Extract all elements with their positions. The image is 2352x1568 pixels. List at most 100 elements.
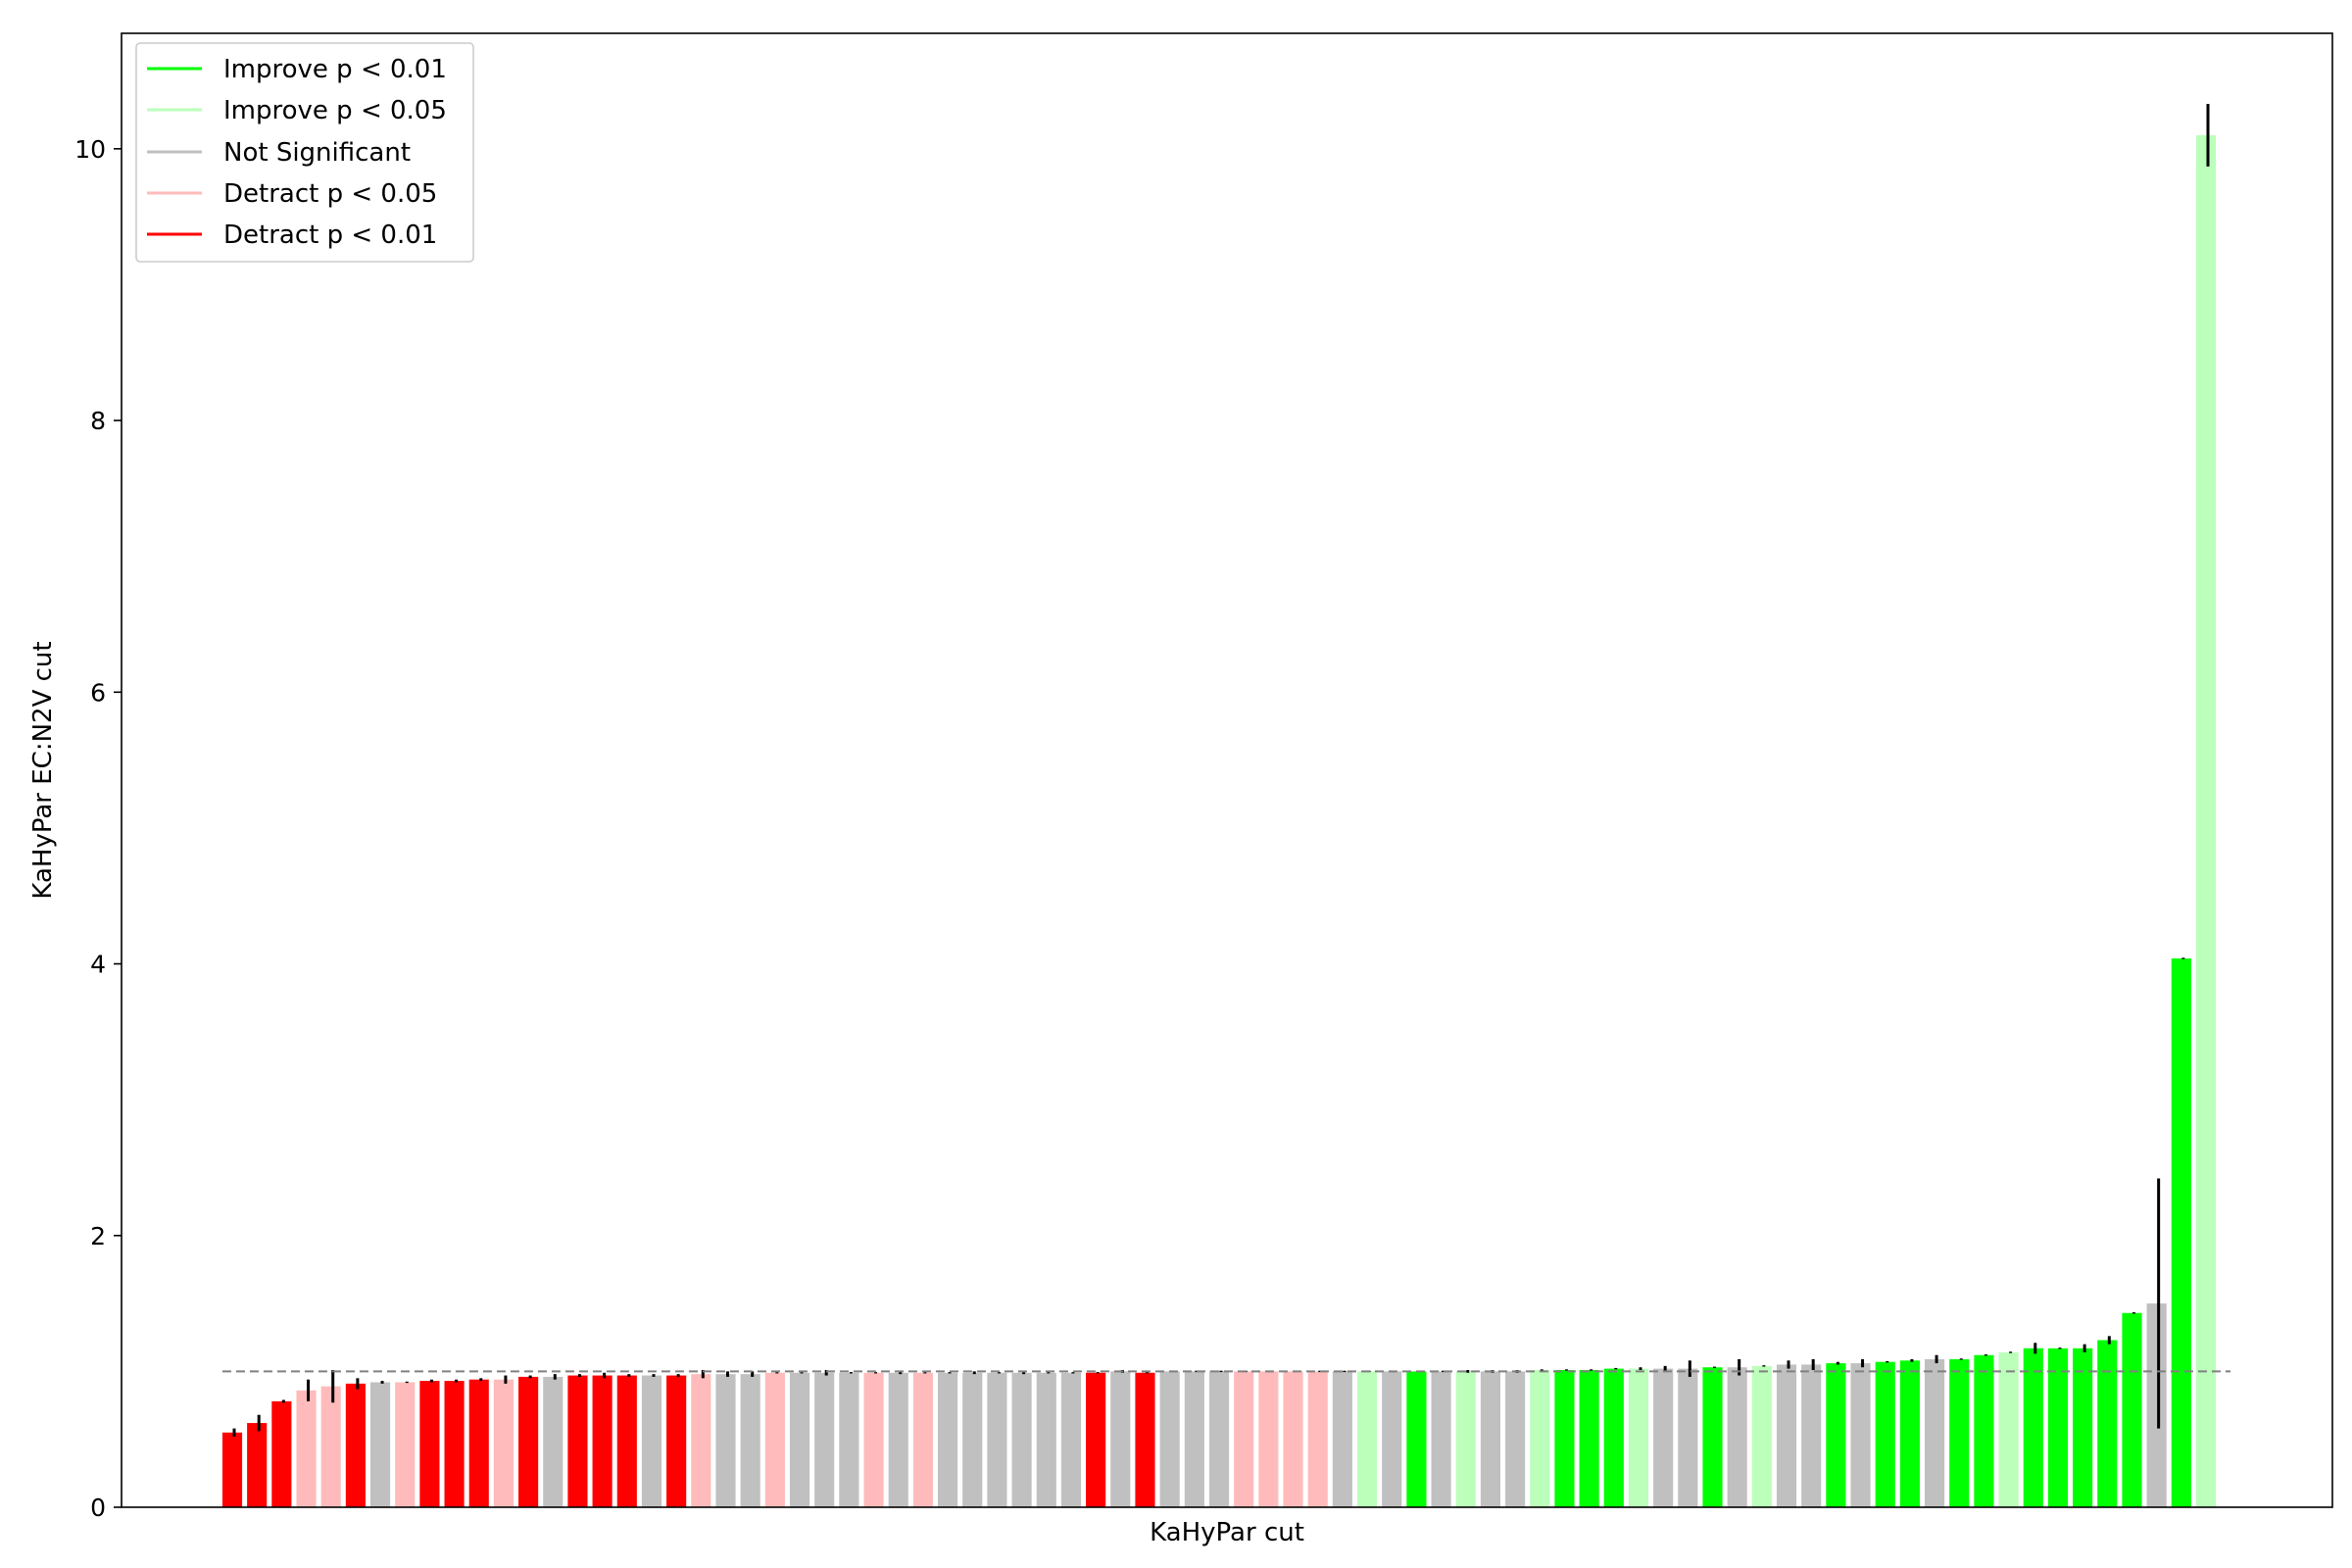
bar bbox=[2171, 957, 2191, 1507]
bar bbox=[2195, 134, 2217, 1508]
bar bbox=[1751, 1365, 1772, 1507]
bar bbox=[1850, 1363, 1871, 1507]
bar bbox=[1208, 1371, 1230, 1507]
bar bbox=[2023, 1348, 2043, 1507]
bar bbox=[1727, 1367, 1747, 1507]
y-tick-label: 0 bbox=[90, 1494, 106, 1522]
bar bbox=[1135, 1372, 1155, 1507]
bar bbox=[518, 1376, 539, 1507]
legend-entry-detract-05: Detract p < 0.05 bbox=[147, 179, 437, 209]
bar bbox=[1801, 1364, 1822, 1507]
bar bbox=[543, 1376, 564, 1507]
bar bbox=[1974, 1354, 1994, 1507]
bar bbox=[1554, 1370, 1575, 1507]
bar bbox=[1110, 1371, 1131, 1507]
legend-label: Improve p < 0.05 bbox=[223, 96, 447, 125]
bar bbox=[888, 1372, 908, 1507]
bar bbox=[1875, 1361, 1895, 1507]
bar bbox=[1258, 1371, 1279, 1507]
bar bbox=[369, 1382, 391, 1507]
bar bbox=[666, 1375, 687, 1507]
bar bbox=[1826, 1363, 1846, 1507]
bar bbox=[912, 1372, 933, 1507]
bar bbox=[715, 1374, 736, 1507]
y-tick-label: 8 bbox=[90, 407, 106, 435]
bar bbox=[1949, 1358, 1970, 1507]
bar bbox=[271, 1400, 292, 1507]
y-axis-label: KaHyPar EC:N2V cut bbox=[28, 641, 58, 899]
bar bbox=[247, 1423, 268, 1507]
error-bars-layer bbox=[232, 104, 2210, 1437]
bar bbox=[1628, 1368, 1649, 1507]
legend: Improve p < 0.01 Improve p < 0.05 Not Si… bbox=[135, 42, 474, 263]
bar bbox=[1406, 1371, 1427, 1507]
bar bbox=[1184, 1371, 1204, 1507]
bar bbox=[1356, 1371, 1378, 1507]
bar bbox=[691, 1374, 711, 1507]
bar bbox=[764, 1372, 785, 1507]
bar bbox=[1382, 1371, 1402, 1507]
y-tick-label: 6 bbox=[90, 678, 106, 707]
bar bbox=[1060, 1372, 1082, 1507]
bar bbox=[962, 1372, 983, 1507]
legend-entry-improve-05: Improve p < 0.05 bbox=[147, 96, 447, 125]
bar bbox=[1702, 1367, 1723, 1507]
y-tick-label: 2 bbox=[90, 1222, 106, 1250]
bar bbox=[444, 1381, 465, 1507]
legend-entry-not-significant: Not Significant bbox=[147, 138, 411, 168]
legend-label: Detract p < 0.05 bbox=[223, 179, 437, 209]
bar bbox=[1505, 1371, 1526, 1507]
bar bbox=[567, 1375, 588, 1507]
bar bbox=[1431, 1371, 1451, 1507]
bar bbox=[1036, 1372, 1056, 1507]
legend-entry-detract-01: Detract p < 0.01 bbox=[147, 220, 437, 250]
bar bbox=[296, 1390, 317, 1507]
bar bbox=[839, 1372, 859, 1507]
bar bbox=[2097, 1340, 2118, 1507]
bar bbox=[2122, 1312, 2142, 1507]
bar bbox=[1011, 1372, 1032, 1507]
bar bbox=[419, 1381, 440, 1507]
bar bbox=[1159, 1371, 1180, 1507]
legend-entry-improve-01: Improve p < 0.01 bbox=[147, 55, 447, 84]
bar bbox=[740, 1374, 760, 1507]
bar bbox=[493, 1379, 514, 1507]
bars-layer bbox=[221, 134, 2217, 1508]
bar bbox=[641, 1375, 662, 1507]
bar bbox=[1307, 1371, 1328, 1507]
bar bbox=[1332, 1371, 1352, 1507]
bar bbox=[2047, 1348, 2069, 1507]
legend-label: Not Significant bbox=[223, 138, 411, 168]
y-axis: 0 2 4 6 8 10 bbox=[74, 135, 122, 1522]
bar bbox=[395, 1382, 416, 1507]
bar bbox=[1603, 1368, 1624, 1507]
bar bbox=[1086, 1372, 1106, 1507]
bar bbox=[1480, 1371, 1500, 1507]
bar bbox=[1653, 1368, 1674, 1507]
plot-area-frame bbox=[121, 32, 2333, 1508]
bar bbox=[221, 1432, 243, 1507]
bar bbox=[938, 1372, 958, 1507]
bar bbox=[1530, 1370, 1550, 1507]
bar bbox=[468, 1379, 489, 1507]
bar bbox=[345, 1383, 366, 1507]
legend-label: Detract p < 0.01 bbox=[223, 220, 437, 250]
y-tick-label: 10 bbox=[74, 135, 106, 164]
bar bbox=[1998, 1351, 2019, 1507]
x-axis-label: KaHyPar cut bbox=[1150, 1518, 1304, 1547]
bar bbox=[1579, 1370, 1599, 1507]
bar bbox=[1678, 1368, 1698, 1507]
bar bbox=[987, 1372, 1007, 1507]
bar bbox=[1455, 1371, 1476, 1507]
y-tick-label: 4 bbox=[90, 951, 106, 979]
legend-label: Improve p < 0.01 bbox=[223, 55, 447, 84]
bar bbox=[863, 1372, 884, 1507]
bar bbox=[592, 1375, 612, 1507]
bar bbox=[1899, 1360, 1920, 1507]
bar bbox=[1283, 1371, 1303, 1507]
bar bbox=[789, 1372, 810, 1507]
legend-box bbox=[135, 42, 474, 263]
bar bbox=[814, 1372, 835, 1507]
bar bbox=[320, 1386, 341, 1507]
